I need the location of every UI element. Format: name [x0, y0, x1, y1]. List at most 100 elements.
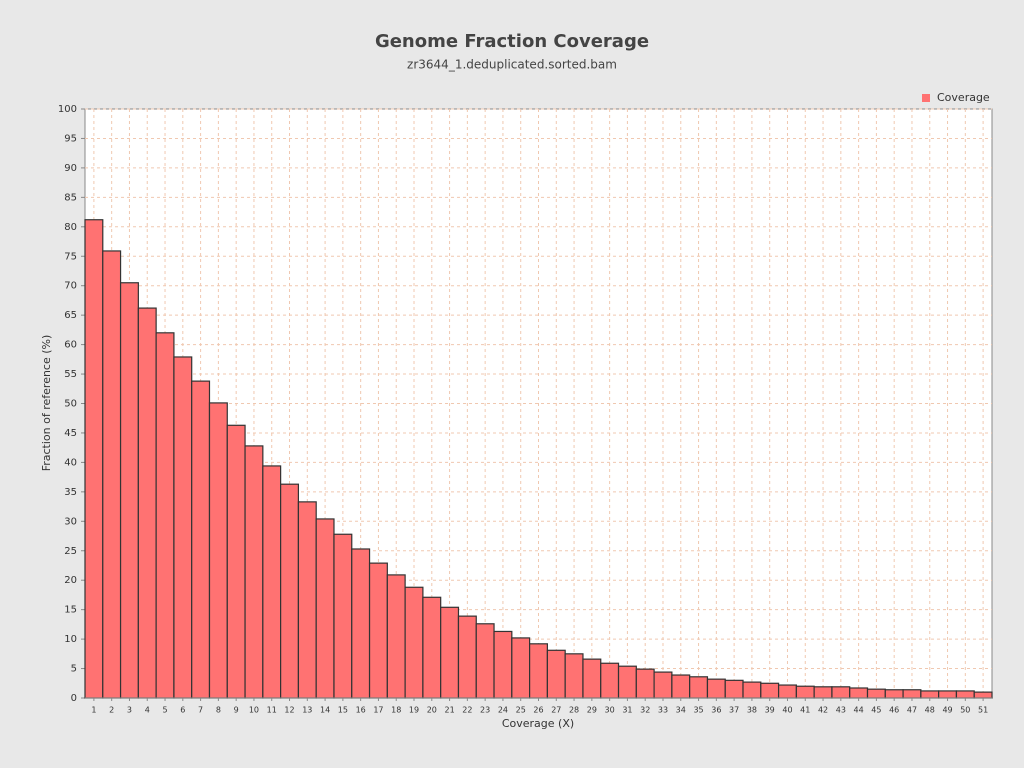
bar [173, 356, 193, 699]
y-tick-label: 10 [64, 634, 77, 645]
bar [191, 380, 211, 699]
legend-label: Coverage [937, 91, 990, 104]
bar [600, 662, 620, 699]
x-tick-label: 34 [676, 706, 686, 715]
bar [404, 586, 424, 699]
bar [155, 332, 175, 699]
x-tick-label: 16 [356, 706, 366, 715]
x-tick-label: 19 [409, 706, 419, 715]
y-tick-label: 85 [64, 192, 77, 203]
x-tick-label: 23 [480, 706, 490, 715]
x-tick-label: 26 [533, 706, 543, 715]
bar [902, 689, 922, 699]
x-tick-label: 37 [729, 706, 739, 715]
x-tick-label: 17 [373, 706, 383, 715]
x-tick-label: 43 [836, 706, 846, 715]
bar [884, 689, 904, 699]
bar [262, 465, 282, 699]
y-tick-label: 45 [64, 428, 77, 439]
bar [244, 445, 264, 699]
x-tick-label: 47 [907, 706, 917, 715]
y-tick-label: 0 [71, 693, 77, 704]
x-tick-label: 33 [658, 706, 668, 715]
x-tick-label: 41 [800, 706, 810, 715]
x-tick-label: 24 [498, 706, 508, 715]
bar [386, 574, 406, 699]
bar [315, 518, 335, 699]
x-tick-label: 28 [569, 706, 579, 715]
y-tick-label: 100 [58, 104, 77, 115]
x-tick-label: 8 [216, 706, 221, 715]
y-tick-label: 80 [64, 222, 77, 233]
x-tick-label: 40 [782, 706, 792, 715]
bar [920, 690, 940, 699]
y-tick-label: 95 [64, 133, 77, 144]
x-tick-label: 31 [622, 706, 632, 715]
x-axis-label: Coverage (X) [502, 717, 574, 730]
bar [529, 643, 548, 699]
x-tick-label: 14 [320, 706, 330, 715]
y-tick-label: 65 [64, 310, 77, 321]
y-tick-label: 15 [64, 605, 77, 616]
y-tick-label: 35 [64, 487, 77, 498]
x-tick-label: 39 [765, 706, 775, 715]
x-tick-label: 2 [109, 706, 114, 715]
bar [208, 402, 228, 699]
x-tick-label: 46 [889, 706, 899, 715]
x-tick-label: 38 [747, 706, 757, 715]
x-tick-label: 21 [444, 706, 454, 715]
y-tick-label: 30 [64, 516, 77, 527]
bar [955, 690, 975, 699]
x-tick-label: 51 [978, 706, 988, 715]
x-tick-label: 20 [427, 706, 437, 715]
x-tick-label: 42 [818, 706, 828, 715]
x-tick-label: 10 [249, 706, 259, 715]
y-tick-label: 60 [64, 340, 77, 351]
y-tick-label: 5 [71, 664, 77, 675]
x-tick-label: 12 [284, 706, 294, 715]
x-tick-label: 50 [960, 706, 970, 715]
x-tick-label: 30 [605, 706, 615, 715]
bar [475, 623, 495, 699]
x-tick-label: 44 [854, 706, 864, 715]
x-tick-label: 29 [587, 706, 597, 715]
x-tick-label: 35 [693, 706, 703, 715]
bar [457, 615, 477, 699]
x-tick-label: 13 [302, 706, 312, 715]
bar [422, 596, 442, 699]
y-tick-label: 25 [64, 546, 77, 557]
x-tick-label: 18 [391, 706, 401, 715]
bar [333, 533, 353, 699]
bar [742, 681, 762, 699]
bar [351, 548, 371, 699]
bar [226, 424, 246, 699]
y-tick-label: 40 [64, 457, 77, 468]
y-axis-label: Fraction of reference (%) [40, 335, 53, 472]
bar [831, 686, 851, 699]
bar [564, 653, 584, 699]
legend-swatch [922, 94, 930, 102]
x-tick-label: 25 [516, 706, 526, 715]
bar [511, 637, 531, 699]
chart-title: Genome Fraction Coverage [375, 31, 649, 52]
bar [795, 685, 815, 699]
bar [617, 665, 637, 699]
y-tick-label: 55 [64, 369, 77, 380]
x-tick-label: 5 [162, 706, 167, 715]
bar [813, 686, 833, 699]
bar [653, 671, 673, 699]
x-tick-label: 49 [942, 706, 952, 715]
y-tick-label: 50 [64, 399, 77, 410]
bar [973, 691, 993, 699]
chart-subtitle: zr3644_1.deduplicated.sorted.bam [407, 58, 617, 72]
x-tick-label: 22 [462, 706, 472, 715]
x-tick-label: 9 [234, 706, 239, 715]
x-tick-label: 32 [640, 706, 650, 715]
bar [938, 690, 958, 699]
y-tick-label: 20 [64, 575, 77, 586]
bar [368, 562, 388, 699]
bar [119, 282, 139, 699]
bar [635, 668, 655, 699]
bar [760, 682, 780, 699]
bar [137, 307, 157, 699]
